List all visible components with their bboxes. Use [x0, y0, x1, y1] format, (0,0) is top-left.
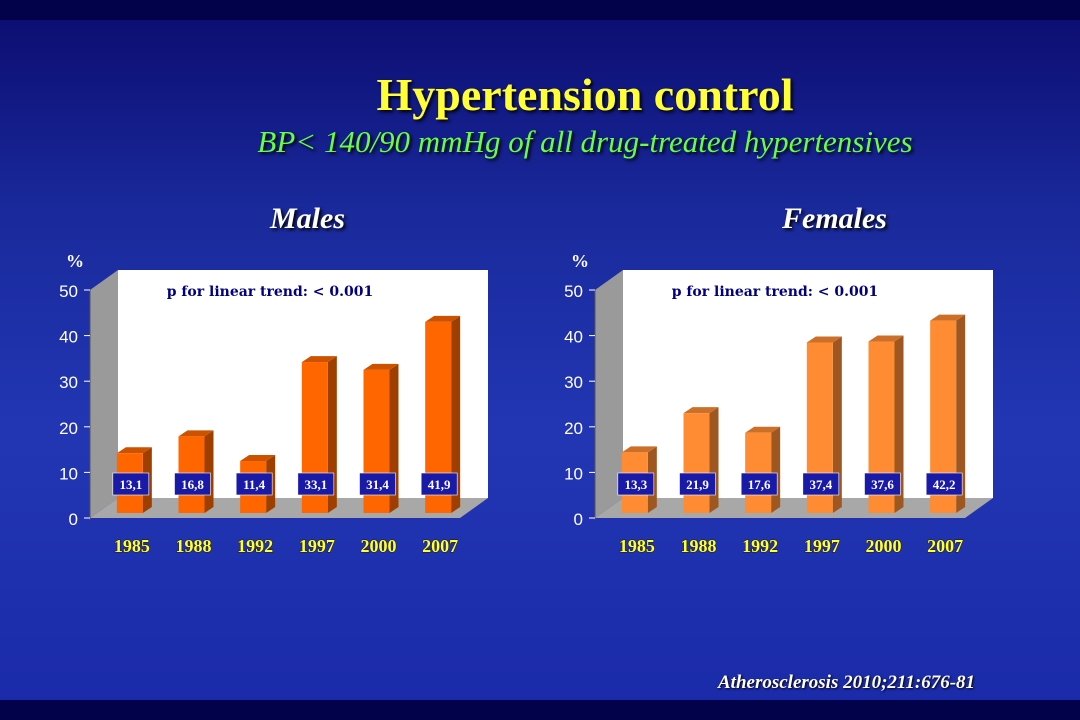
side-wall: [595, 270, 623, 518]
top-band: [0, 0, 1080, 20]
y-tick-label: 40: [59, 328, 78, 347]
plot-area: 0 10 20 30 40 50% p for linear trend: < 0.001 1…: [564, 251, 993, 557]
bar-side: [451, 315, 461, 513]
bar-top: [116, 447, 152, 454]
value-label-box: [925, 472, 963, 496]
y-tick-label: 20: [59, 419, 78, 438]
bar: [683, 413, 710, 513]
x-tick-label: 1992: [237, 536, 273, 556]
bar-top: [745, 426, 781, 433]
x-tick-label: 1988: [176, 536, 212, 556]
slide-title: Hypertension control: [376, 69, 794, 120]
value-label: 37,4: [809, 477, 832, 492]
bar-top: [363, 363, 399, 370]
trend-annotation: p for linear trend: < 0.001: [672, 284, 879, 300]
x-tick-label: 1992: [742, 536, 778, 556]
bar-top: [868, 335, 904, 342]
y-tick-label: 0: [69, 510, 78, 529]
bar-side: [894, 335, 904, 513]
value-label: 13,3: [624, 477, 647, 492]
bar-side: [956, 314, 966, 513]
value-label-box: [112, 472, 150, 496]
y-axis-label: %: [66, 251, 84, 271]
plot-area: 0 10 20 30 40 50% p for linear trend: < 0.001 1…: [59, 251, 488, 557]
x-tick-label: 1988: [681, 536, 717, 556]
bar-side: [832, 336, 842, 513]
x-tick-label: 2000: [866, 536, 902, 556]
x-tick-label: 1985: [114, 536, 150, 556]
y-tick-label: 0: [574, 510, 583, 529]
x-tick-label: 1985: [619, 536, 655, 556]
value-label: 13,1: [119, 477, 142, 492]
females-chart-title: Females: [782, 202, 887, 235]
y-tick-label: 50: [59, 282, 78, 301]
males-chart-title: Males: [270, 202, 345, 235]
value-label-box: [617, 472, 655, 496]
x-tick-label: 2007: [422, 536, 458, 556]
females-chart: 0 10 20 30 40 50% p for linear trend: < 0.001 1…: [564, 251, 993, 557]
y-tick-label: 30: [564, 373, 583, 392]
bar-top: [683, 407, 719, 414]
value-label-box: [802, 472, 840, 496]
y-tick-label: 10: [59, 464, 78, 483]
y-tick-label: 20: [564, 419, 583, 438]
bar-top: [930, 314, 966, 321]
value-label: 11,4: [243, 477, 266, 492]
bar-top: [240, 455, 276, 462]
bar-side: [771, 426, 781, 513]
slide-subtitle: BP< 140/90 mmHg of all drug-treated hype…: [257, 124, 913, 159]
males-chart: 0 10 20 30 40 50% p for linear trend: < 0.001 1…: [59, 251, 488, 557]
value-label-box: [235, 472, 273, 496]
side-wall: [90, 270, 118, 518]
value-label: 31,4: [366, 477, 389, 492]
bar-top: [178, 430, 214, 437]
value-label-box: [740, 472, 778, 496]
value-label-box: [864, 472, 901, 496]
y-tick-label: 40: [564, 328, 583, 347]
x-tick-label: 2000: [361, 536, 397, 556]
source-citation: Atherosclerosis 2010;211:676-81: [718, 672, 976, 693]
bar-side: [709, 407, 719, 513]
value-label: 41,9: [428, 477, 451, 492]
value-label-box: [297, 472, 335, 496]
bar-top: [806, 336, 842, 343]
value-label-box: [174, 472, 211, 496]
value-label: 16,8: [181, 477, 204, 492]
value-label-box: [359, 472, 396, 496]
y-tick-label: 30: [59, 373, 78, 392]
value-label: 17,6: [748, 477, 771, 492]
y-tick-label: 10: [564, 464, 583, 483]
value-label: 37,6: [871, 477, 894, 492]
bar-side: [204, 430, 214, 513]
bar-top: [621, 446, 657, 453]
bar-top: [425, 315, 461, 322]
x-tick-label: 2007: [927, 536, 963, 556]
x-tick-label: 1997: [804, 536, 840, 556]
value-label: 21,9: [686, 477, 709, 492]
y-tick-label: 50: [564, 282, 583, 301]
value-label: 42,2: [933, 477, 956, 492]
bottom-band: [0, 700, 1080, 720]
trend-annotation: p for linear trend: < 0.001: [167, 284, 374, 300]
value-label-box: [679, 472, 716, 496]
bar-top: [301, 356, 337, 363]
value-label-box: [420, 472, 458, 496]
x-tick-label: 1997: [299, 536, 335, 556]
value-label: 33,1: [304, 477, 327, 492]
y-axis-label: %: [571, 251, 589, 271]
